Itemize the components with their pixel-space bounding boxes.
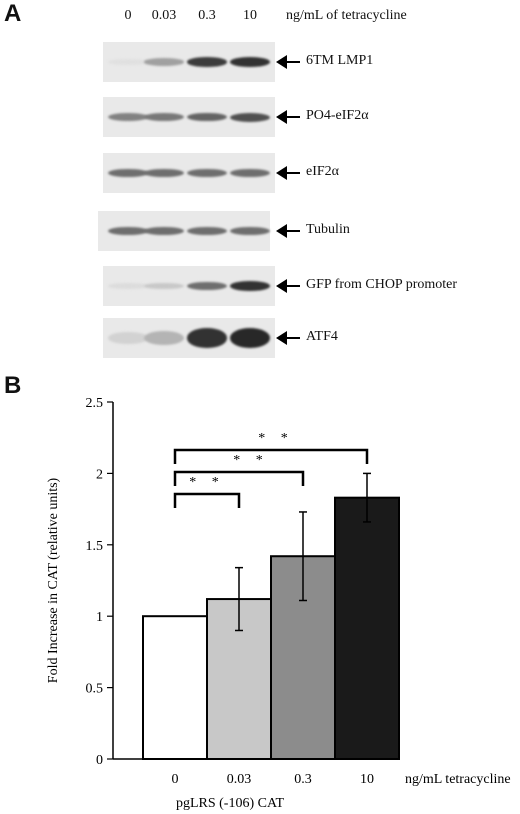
blot-band: [144, 282, 184, 290]
lane-label: 0.03: [151, 8, 177, 23]
y-tick-label: 2: [96, 467, 103, 482]
blot-band: [108, 113, 148, 121]
blot-band: [187, 281, 227, 291]
pointer-arrow-icon: [276, 279, 300, 293]
significance-label: * *: [189, 475, 225, 490]
y-tick-label: 0: [96, 753, 103, 768]
x-tick-label: 0.03: [227, 772, 252, 787]
blot-band: [187, 168, 227, 178]
blot-label: 6TM LMP1: [306, 53, 374, 68]
blot-label: Tubulin: [306, 222, 350, 237]
blot-band: [230, 57, 270, 67]
pointer-arrow-icon: [276, 110, 300, 124]
lane-label: 0.3: [198, 8, 216, 23]
significance-bracket: [173, 448, 369, 464]
blot-band: [187, 112, 227, 122]
panel-b-letter: B: [4, 372, 22, 399]
pointer-arrow-icon: [276, 331, 300, 345]
blot-band: [108, 282, 148, 290]
lane-unit-label: ng/mL of tetracycline: [286, 8, 407, 23]
y-tick-label: 1.5: [86, 539, 104, 554]
x-tick-label: 0.3: [294, 772, 312, 787]
pointer-arrow-icon: [276, 166, 300, 180]
blot-band: [230, 168, 270, 178]
blot-band: [187, 226, 227, 236]
blot-band: [230, 226, 270, 236]
bar: [142, 615, 208, 761]
blot-band: [144, 58, 184, 66]
blot-band: [144, 226, 184, 236]
y-tick-label: 2.5: [86, 396, 104, 411]
y-tick-label: 1: [96, 610, 103, 625]
x-unit-label: ng/mL tetracycline: [405, 772, 511, 787]
blot-band: [108, 168, 148, 178]
y-tick-label: 0.5: [86, 682, 104, 697]
x-tick-label: 10: [360, 772, 374, 787]
blot-band: [187, 328, 227, 348]
x-tick-label: 0: [172, 772, 179, 787]
lane-label: 0: [124, 8, 132, 23]
blot-label: GFP from CHOP promoter: [306, 277, 458, 292]
blot-band: [144, 112, 184, 122]
blot-label: eIF2α: [306, 164, 339, 179]
x-axis-label: pgLRS (-106) CAT: [176, 796, 285, 811]
panel-a-letter: A: [4, 0, 22, 27]
blot-label: ATF4: [306, 329, 338, 344]
blot-band: [230, 112, 270, 122]
blot-band: [187, 57, 227, 67]
significance-label: * *: [233, 453, 269, 468]
blot-label: PO4-eIF2α: [306, 108, 369, 123]
significance-label: * *: [258, 431, 294, 446]
bar: [334, 496, 400, 760]
blot-band: [144, 331, 184, 345]
blot-band: [108, 58, 148, 66]
significance-bracket: [173, 492, 241, 508]
lane-label: 10: [243, 8, 257, 23]
pointer-arrow-icon: [276, 55, 300, 69]
blot-band: [230, 328, 270, 348]
y-axis-label: Fold Increase in CAT (relative units): [46, 477, 61, 683]
pointer-arrow-icon: [276, 224, 300, 238]
significance-bracket: [173, 470, 305, 486]
blot-band: [108, 331, 148, 345]
blot-band: [230, 281, 270, 291]
blot-band: [144, 168, 184, 178]
blot-band: [108, 226, 148, 236]
